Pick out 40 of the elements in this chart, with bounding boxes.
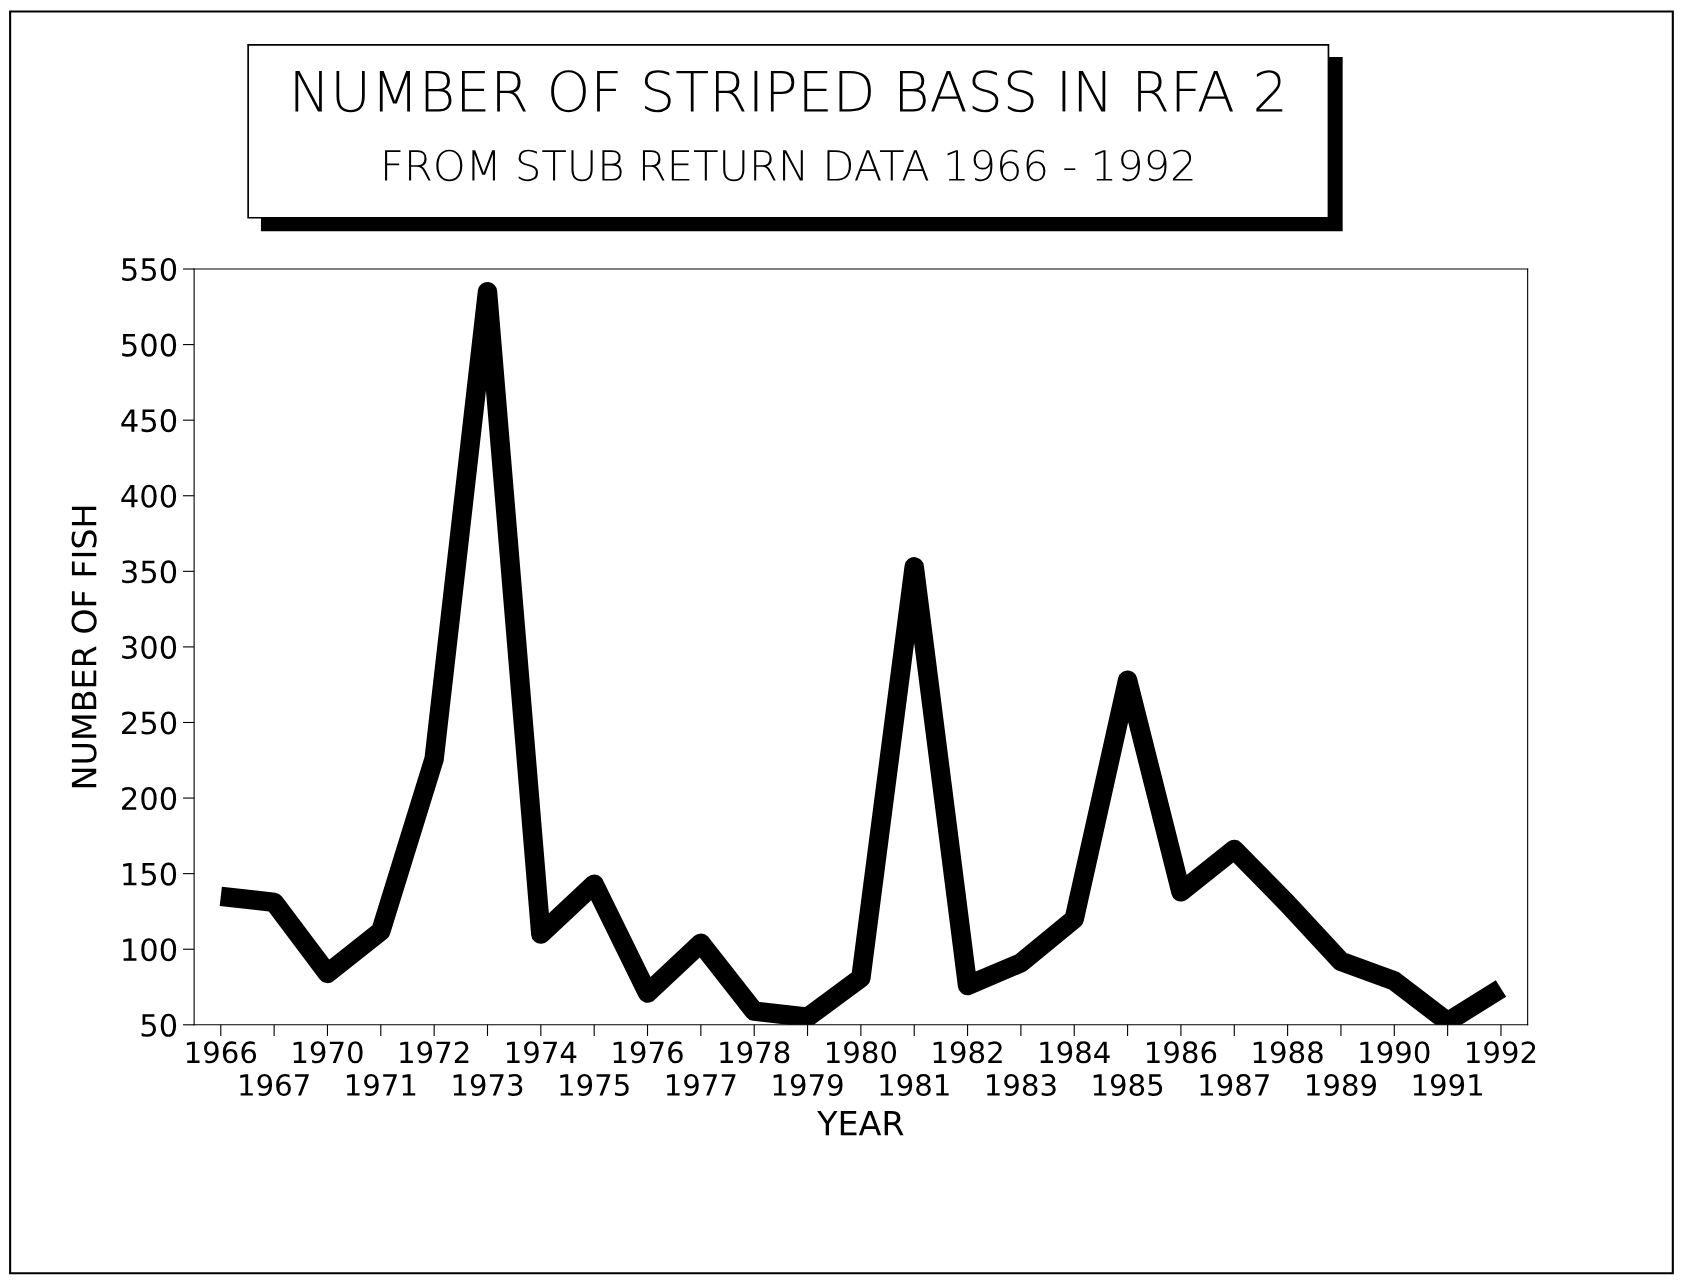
x-tick-label: 1975 <box>560 1073 629 1097</box>
y-tick-label: 500 <box>122 333 177 357</box>
x-tick-label: 1986 <box>1147 1041 1217 1064</box>
x-tick-label: 1987 <box>1200 1073 1269 1097</box>
x-tick-label: 1991 <box>1413 1073 1483 1097</box>
x-tick-label: 1988 <box>1253 1041 1323 1064</box>
x-tick-label: 1978 <box>720 1041 790 1064</box>
y-tick-label: 100 <box>123 938 177 962</box>
y-axis-title: NUMBER OF FISH <box>71 506 97 788</box>
x-tick-label: 1979 <box>773 1073 843 1097</box>
chart-subtitle: FROM STUB RETURN DATA 1966 - 1992 <box>385 149 1193 182</box>
x-tick-label: 1983 <box>986 1073 1056 1097</box>
x-tick-label: 1966 <box>186 1041 257 1064</box>
y-tick-label: 400 <box>121 484 177 508</box>
x-tick-label: 1974 <box>506 1041 577 1064</box>
x-tick-label: 1981 <box>880 1073 949 1097</box>
y-tick-label: 550 <box>122 257 177 282</box>
x-tick-label: 1985 <box>1093 1073 1163 1097</box>
y-tick-label: 50 <box>141 1013 177 1037</box>
x-axis-title: YEAR <box>817 1111 904 1136</box>
x-tick-label: 1970 <box>293 1041 363 1064</box>
x-tick-label: 1982 <box>933 1041 1002 1064</box>
x-tick-label: 1976 <box>613 1041 683 1064</box>
x-tick-label: 1972 <box>400 1041 469 1064</box>
y-tick-label: 450 <box>121 409 177 433</box>
x-tick-label: 1990 <box>1360 1041 1430 1064</box>
x-tick-label: 1973 <box>453 1073 523 1097</box>
x-tick-label: 1967 <box>240 1073 309 1097</box>
chart-title: NUMBER OF STRIPED BASS IN RFA 2 <box>295 70 1283 113</box>
y-tick-label: 200 <box>122 786 177 811</box>
x-tick-label: 1971 <box>346 1073 416 1097</box>
x-tick-label: 1980 <box>826 1041 897 1064</box>
y-tick-label: 350 <box>122 560 177 584</box>
y-tick-label: 300 <box>122 635 177 659</box>
y-tick-label: 250 <box>122 711 177 735</box>
x-tick-label: 1989 <box>1307 1073 1377 1097</box>
x-tick-label: 1977 <box>666 1073 736 1097</box>
y-tick-label: 150 <box>123 862 177 886</box>
x-tick-label: 1984 <box>1040 1041 1110 1064</box>
x-tick-label: 1992 <box>1467 1041 1536 1064</box>
